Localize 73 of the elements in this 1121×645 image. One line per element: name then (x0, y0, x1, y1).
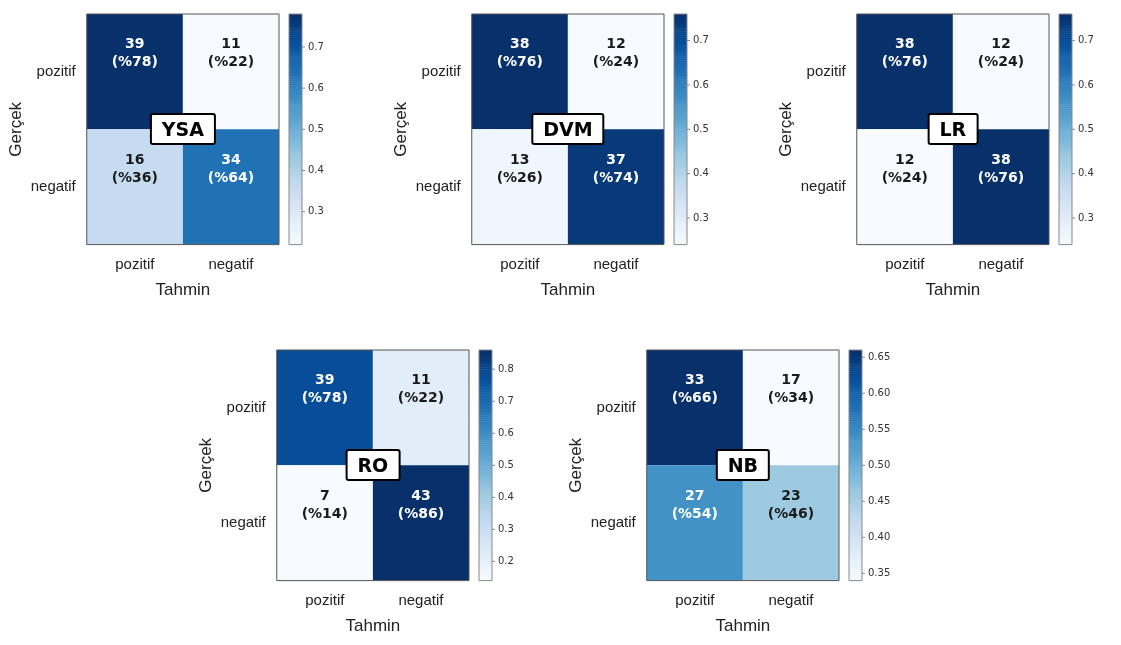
color-bar-label: 0.45 (868, 494, 891, 506)
text: RO (345, 449, 401, 482)
data-label: 7 (%14) (301, 486, 348, 521)
x-tick-label: pozitif (885, 254, 926, 272)
x-axis-title: Tahmin (540, 280, 596, 300)
data-label: 27 (%54) (671, 486, 718, 521)
color-bar-label: 0.5 (693, 122, 709, 134)
color-bar-label: 0.6 (693, 78, 709, 90)
y-axis-title: Gerçek (390, 101, 410, 157)
x-axis-title: Tahmin (715, 616, 771, 636)
color-bar-label: 0.7 (1078, 34, 1094, 46)
data-label: 13 (%26) (496, 150, 543, 185)
color-bar-label: 0.4 (498, 490, 514, 502)
color-bar-label: 0.5 (498, 458, 514, 470)
x-tick-label: pozitif (675, 590, 716, 608)
color-bar-label: 0.7 (308, 40, 324, 52)
data-label: 11 (%22) (207, 35, 255, 70)
x-tick-label: pozitif (500, 254, 541, 272)
color-bar-label: 0.35 (868, 566, 891, 578)
x-tick-label: pozitif (115, 254, 156, 272)
x-axis-title: Tahmin (925, 280, 981, 300)
data-label: 12 (%24) (592, 35, 640, 70)
color-bar-label: 0.3 (498, 522, 514, 534)
color-bar-label: 0.5 (308, 122, 324, 134)
text: DVM (531, 113, 605, 146)
x-tick-label: negatif (208, 254, 255, 272)
data-label: 16 (%36) (111, 150, 158, 185)
color-bar-label: 0.4 (693, 167, 709, 179)
data-label: 34 (%64) (207, 150, 255, 185)
y-axis-title: Gerçek (195, 437, 215, 493)
text: NB (715, 449, 771, 482)
color-bar-label: 0.6 (498, 426, 514, 438)
y-axis-title: Gerçek (5, 101, 25, 157)
y-axis-title: Gerçek (565, 437, 585, 493)
data-label: 11 (%22) (397, 371, 445, 406)
data-label: 37 (%74) (592, 150, 640, 185)
text: YSA (149, 113, 216, 146)
color-bar-label: 0.65 (868, 350, 891, 362)
color-bar-label: 0.6 (308, 81, 324, 93)
data-label: 33 (%66) (671, 371, 718, 406)
data-label: 17 (%34) (767, 371, 815, 406)
color-bar-label: 0.40 (868, 530, 891, 542)
data-label: 38 (%76) (977, 150, 1025, 185)
data-label: 38 (%76) (496, 35, 543, 70)
color-bar-label: 0.50 (868, 458, 891, 470)
data-label: 43 (%86) (397, 486, 445, 521)
y-axis-title: Gerçek (775, 101, 795, 157)
x-axis-title: Tahmin (345, 616, 401, 636)
text: LR (927, 113, 979, 146)
data-label: 12 (%24) (881, 150, 928, 185)
color-bar-label: 0.4 (1078, 167, 1094, 179)
color-bar-label: 0.5 (1078, 122, 1094, 134)
color-bar-label: 0.3 (693, 211, 709, 223)
x-axis-title: Tahmin (155, 280, 211, 300)
data-label: 39 (%78) (301, 371, 348, 406)
data-label: 39 (%78) (111, 35, 158, 70)
color-bar-label: 0.2 (498, 554, 514, 566)
data-label: 38 (%76) (881, 35, 928, 70)
color-bar-label: 0.7 (693, 34, 709, 46)
color-bar-label: 0.4 (308, 164, 324, 176)
data-label: 12 (%24) (977, 35, 1025, 70)
x-tick-label: negatif (768, 590, 815, 608)
x-tick-label: negatif (398, 590, 445, 608)
color-bar-label: 0.7 (498, 394, 514, 406)
x-tick-label: negatif (978, 254, 1025, 272)
color-bar-label: 0.55 (868, 422, 891, 434)
color-bar-label: 0.6 (1078, 78, 1094, 90)
color-bar-label: 0.3 (308, 205, 324, 217)
color-bar-label: 0.60 (868, 386, 891, 398)
x-tick-label: pozitif (305, 590, 346, 608)
color-bar-label: 0.8 (498, 362, 514, 374)
color-bar-label: 0.3 (1078, 211, 1094, 223)
data-label: 23 (%46) (767, 486, 815, 521)
